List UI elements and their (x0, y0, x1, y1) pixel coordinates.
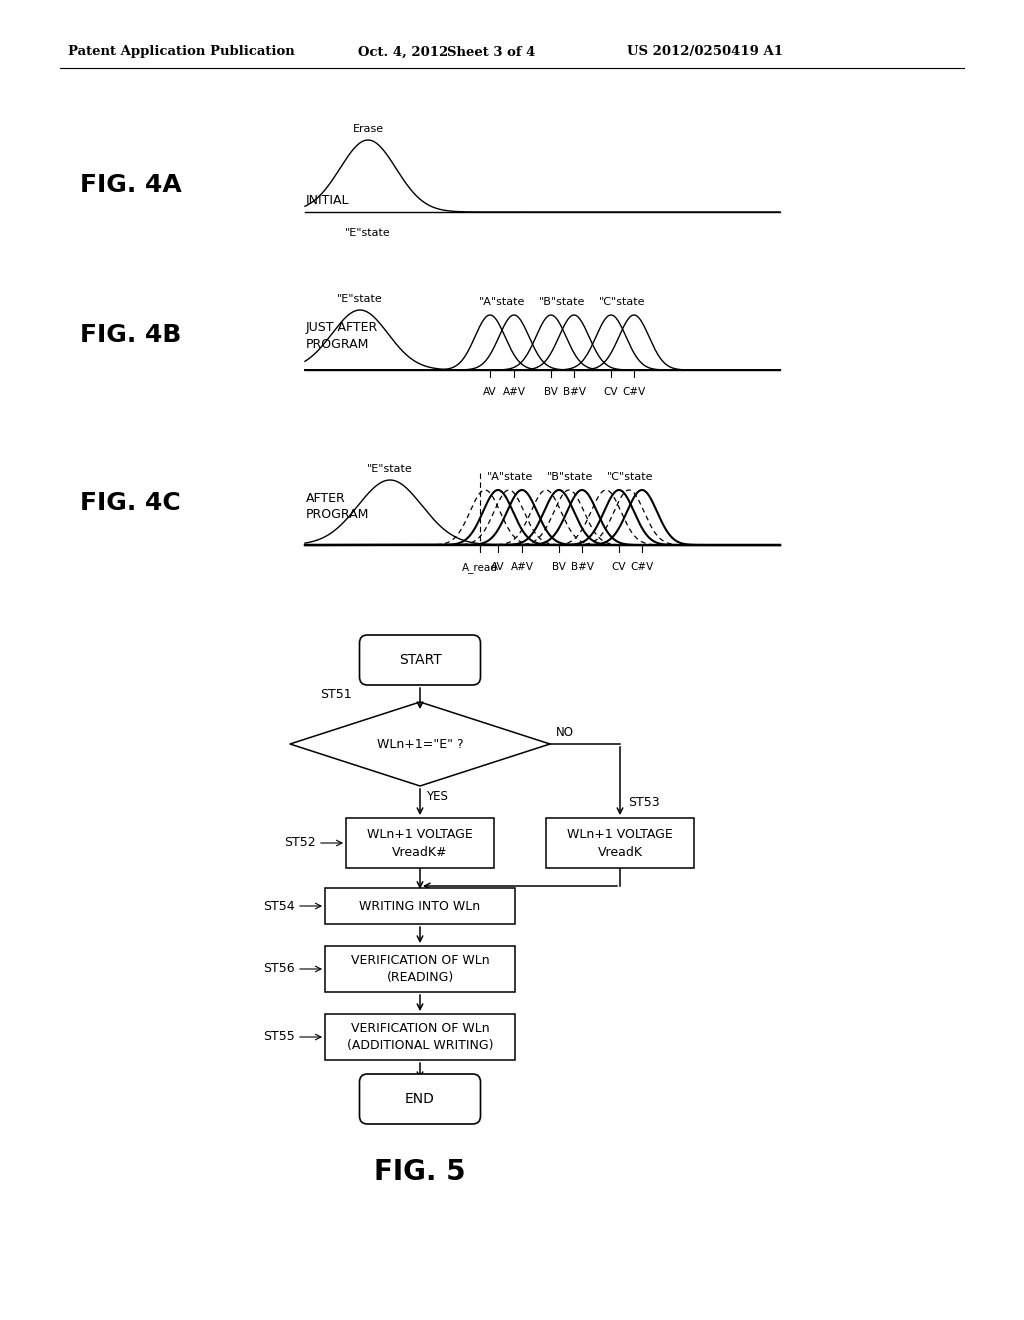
Text: "B"state: "B"state (540, 297, 586, 308)
Text: BV: BV (544, 387, 558, 397)
Text: A_read: A_read (462, 562, 498, 573)
Text: ST53: ST53 (628, 796, 659, 808)
Bar (546, 818, 694, 869)
Bar (325, 946, 515, 993)
Text: ST52: ST52 (284, 837, 315, 850)
Text: Sheet 3 of 4: Sheet 3 of 4 (447, 45, 536, 58)
Text: START: START (398, 653, 441, 667)
Text: CV: CV (604, 387, 618, 397)
Text: END: END (406, 1092, 435, 1106)
Text: "E"state: "E"state (337, 294, 383, 304)
Text: "E"state: "E"state (368, 465, 413, 474)
Text: "C"state: "C"state (599, 297, 646, 308)
Text: A#V: A#V (503, 387, 525, 397)
Text: ST55: ST55 (263, 1031, 295, 1044)
Text: US 2012/0250419 A1: US 2012/0250419 A1 (627, 45, 783, 58)
Text: B#V: B#V (570, 562, 594, 572)
Text: "A"state: "A"state (486, 473, 534, 482)
Text: FIG. 5: FIG. 5 (374, 1158, 466, 1185)
Text: B#V: B#V (562, 387, 586, 397)
Text: JUST AFTER: JUST AFTER (306, 322, 378, 334)
Text: FIG. 4C: FIG. 4C (80, 491, 181, 515)
Text: C#V: C#V (623, 387, 645, 397)
Text: VreadK#: VreadK# (392, 846, 447, 858)
Text: (ADDITIONAL WRITING): (ADDITIONAL WRITING) (347, 1039, 494, 1052)
Text: VERIFICATION OF WLn: VERIFICATION OF WLn (350, 1023, 489, 1035)
FancyBboxPatch shape (359, 1074, 480, 1125)
Text: "A"state: "A"state (479, 297, 525, 308)
Text: "E"state: "E"state (345, 228, 391, 238)
Text: INITIAL: INITIAL (306, 194, 349, 206)
Text: ST51: ST51 (319, 689, 351, 701)
Text: VERIFICATION OF WLn: VERIFICATION OF WLn (350, 954, 489, 968)
Bar (325, 888, 515, 924)
Text: PROGRAM: PROGRAM (306, 338, 370, 351)
Text: FIG. 4B: FIG. 4B (80, 323, 181, 347)
Text: Oct. 4, 2012: Oct. 4, 2012 (358, 45, 449, 58)
Text: "B"state: "B"state (547, 473, 594, 482)
Text: Erase: Erase (352, 124, 384, 135)
Text: Patent Application Publication: Patent Application Publication (68, 45, 295, 58)
Text: AFTER: AFTER (306, 491, 346, 504)
Text: WRITING INTO WLn: WRITING INTO WLn (359, 899, 480, 912)
Text: WLn+1="E" ?: WLn+1="E" ? (377, 738, 463, 751)
Text: WLn+1 VOLTAGE: WLn+1 VOLTAGE (567, 829, 673, 842)
Text: "C"state: "C"state (607, 473, 653, 482)
Text: (READING): (READING) (386, 970, 454, 983)
Text: AV: AV (492, 562, 505, 572)
Text: BV: BV (552, 562, 566, 572)
Text: PROGRAM: PROGRAM (306, 507, 370, 520)
Text: C#V: C#V (631, 562, 653, 572)
Text: VreadK: VreadK (597, 846, 642, 858)
Text: YES: YES (426, 789, 447, 803)
Text: FIG. 4A: FIG. 4A (80, 173, 181, 197)
Text: A#V: A#V (511, 562, 534, 572)
Bar (346, 818, 494, 869)
Text: AV: AV (483, 387, 497, 397)
Bar (325, 1014, 515, 1060)
Text: CV: CV (611, 562, 627, 572)
Text: ST56: ST56 (263, 962, 295, 975)
Text: NO: NO (556, 726, 574, 738)
Text: ST54: ST54 (263, 899, 295, 912)
Text: WLn+1 VOLTAGE: WLn+1 VOLTAGE (368, 829, 473, 842)
FancyBboxPatch shape (359, 635, 480, 685)
